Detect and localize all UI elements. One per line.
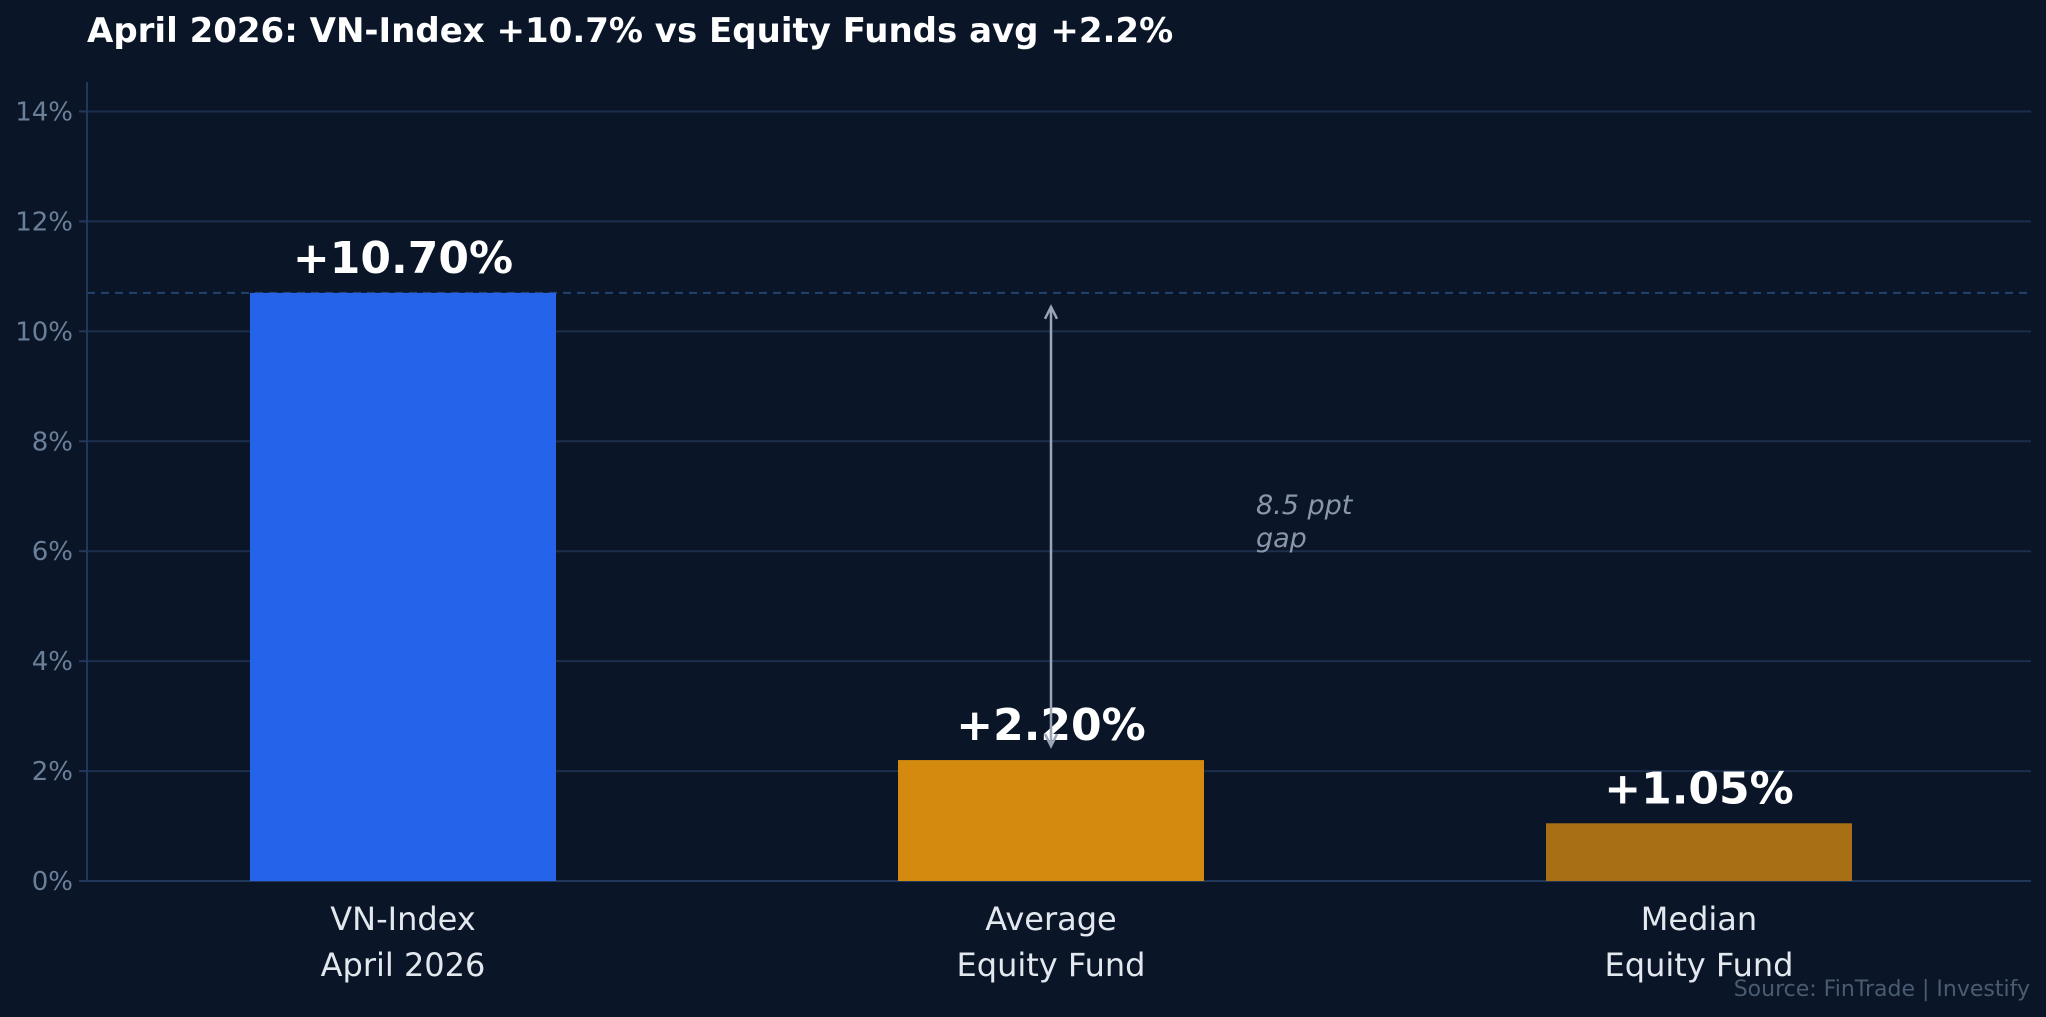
y-axis-ticks: 0% 2% 4% 6% 8% 10% 12% 14% [15,97,87,897]
gap-arrow-head-up [1043,304,1059,320]
y-tick-label: 4% [32,647,73,677]
x-category-label: VN-Index [330,900,475,938]
x-category-label: Equity Fund [957,946,1146,984]
y-tick-label: 2% [32,757,73,787]
y-tick-label: 12% [15,207,73,237]
y-tick-label: 6% [32,537,73,567]
x-category-label: April 2026 [321,946,486,984]
gap-arrow-head-down [1043,733,1059,749]
y-tick-label: 14% [15,97,73,127]
gap-annotation-text: gap [1256,523,1307,554]
y-tick-label: 8% [32,427,73,457]
data-label: +10.70% [293,233,513,284]
gap-annotation-text: 8.5 ppt [1256,490,1354,521]
x-axis-categories: VN-Index April 2026 Average Equity Fund Medi… [321,900,1794,984]
bar [898,760,1204,881]
x-category-label: Equity Fund [1605,946,1794,984]
y-tick-label: 0% [32,867,73,897]
bars [250,292,1852,881]
chart-title: April 2026: VN-Index +10.7% vs Equity Fu… [87,11,1173,51]
bar [250,292,556,881]
y-tick-label: 10% [15,317,73,347]
source-note: Source: FinTrade | Investify [1734,977,2030,1002]
data-label: +1.05% [1604,763,1794,814]
bar [1546,823,1852,881]
x-category-label: Median [1641,900,1757,938]
x-category-label: Average [985,900,1116,938]
